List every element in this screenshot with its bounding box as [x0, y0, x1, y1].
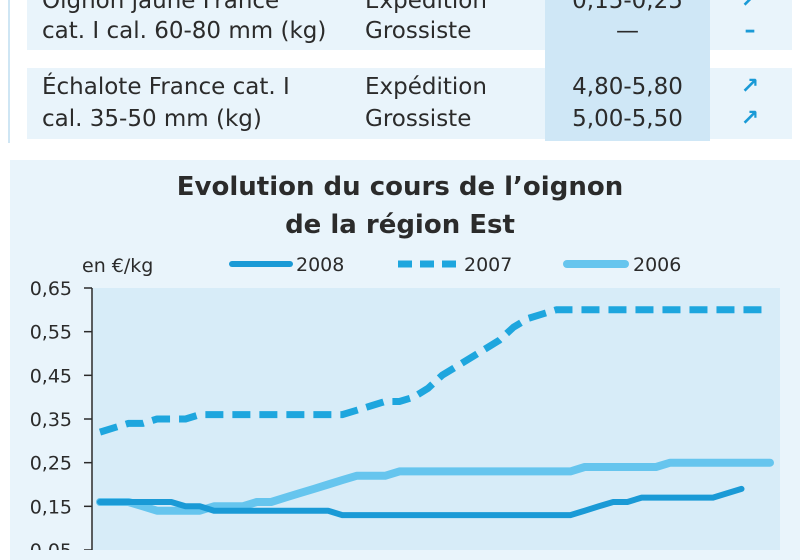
legend-label-2007: 2007: [464, 254, 512, 276]
stage-expedition: Expédition: [365, 0, 487, 14]
price-grossiste: —: [616, 18, 639, 44]
trend-up-icon: ↗: [740, 74, 760, 99]
chart-title: Evolution du cours de l’oignon: [176, 172, 624, 202]
stage-expedition: Expédition: [365, 74, 487, 100]
y-tick-label: 0,55: [30, 322, 72, 344]
price-grossiste: 5,00-5,50: [572, 106, 683, 132]
product-name-line2: cat. I cal. 60-80 mm (kg): [42, 18, 327, 44]
trend-up-icon: ↗: [740, 106, 760, 131]
y-tick-label: 0,45: [30, 365, 72, 387]
product-name-line1: Oignon jaune France: [42, 0, 280, 14]
trend-flat-icon: –: [744, 18, 756, 43]
legend-label-2008: 2008: [296, 254, 344, 276]
y-tick-label: 0,25: [30, 453, 72, 475]
series-line-2008: [97, 485, 745, 519]
series-line-2007: [98, 306, 770, 436]
price-column: [545, 0, 710, 141]
y-tick-label: 0,35: [30, 409, 72, 431]
y-tick-label: 0,05: [30, 540, 72, 550]
y-ticks: 0,05 0,15 0,25 0,35 0,45 0,55 0,65: [30, 278, 92, 550]
table-left-border: [8, 0, 10, 143]
legend-label-2006: 2006: [633, 254, 681, 276]
stage-grossiste: Grossiste: [365, 106, 472, 132]
series-group: [96, 306, 774, 519]
product-name-line2: cal. 35-50 mm (kg): [42, 106, 262, 132]
chart-subtitle: de la région Est: [285, 210, 515, 240]
price-table: Oignon jaune France cat. I cal. 60-80 mm…: [0, 0, 800, 150]
trend-up-icon: ↗: [740, 0, 760, 13]
stage-grossiste: Grossiste: [365, 18, 472, 44]
price-expedition: 0,15-0,25: [572, 0, 683, 14]
price-expedition: 4,80-5,80: [572, 74, 683, 100]
product-name-line1: Échalote France cat. I: [42, 74, 290, 100]
y-tick-label: 0,65: [30, 278, 72, 300]
y-axis-label: en €/kg: [82, 255, 153, 277]
legend: 2008 2007 2006: [229, 254, 681, 276]
y-tick-label: 0,15: [30, 496, 72, 518]
